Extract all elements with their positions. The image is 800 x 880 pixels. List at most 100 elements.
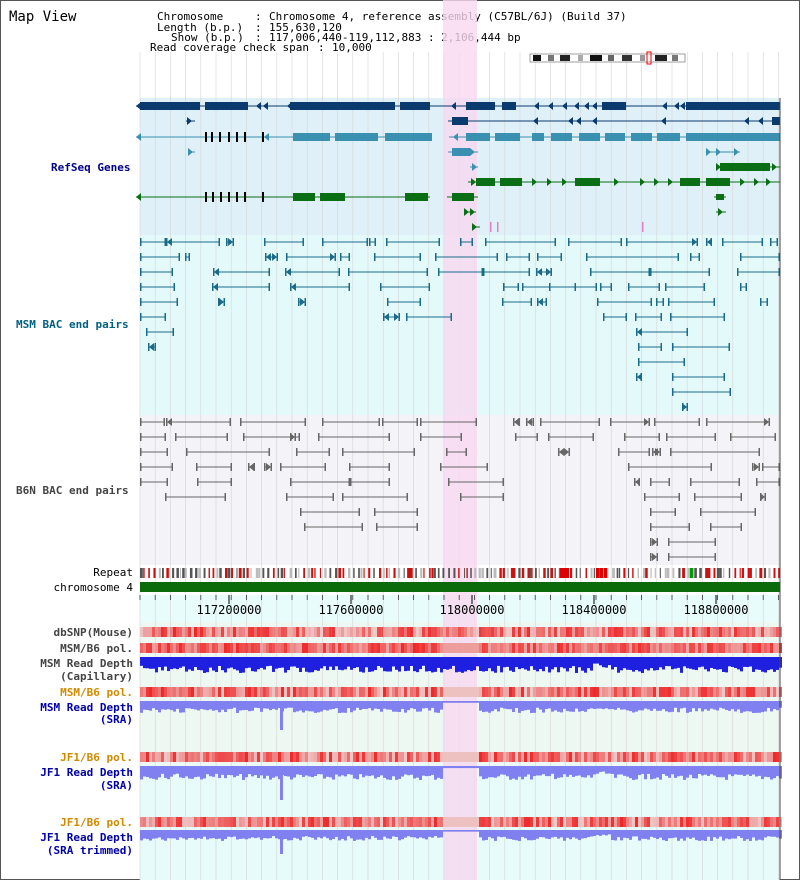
bac-end[interactable] [678, 493, 681, 501]
exon[interactable] [772, 117, 780, 125]
bac-end[interactable] [420, 418, 422, 426]
bac-end[interactable] [778, 268, 781, 276]
bac-end[interactable] [140, 478, 142, 486]
track-label-msm-b6-pol-2[interactable]: MSM/B6 pol. [60, 686, 133, 699]
bac-end[interactable] [163, 418, 166, 426]
track-label-jf1-depth-trim[interactable]: JF1 Read Depth [40, 831, 133, 844]
strand-arrow[interactable] [592, 117, 597, 125]
track-label-repeat[interactable]: Repeat [93, 566, 133, 579]
bac-end[interactable] [435, 253, 437, 261]
exon[interactable] [236, 132, 238, 142]
bac-end[interactable] [668, 298, 670, 306]
bac-end[interactable] [517, 283, 520, 291]
bac-end-arrow[interactable] [384, 313, 389, 321]
bac-end[interactable] [140, 313, 142, 321]
bac-end[interactable] [752, 463, 754, 471]
bac-end-arrow[interactable] [564, 448, 569, 456]
bac-end[interactable] [154, 343, 157, 351]
strand-arrow[interactable] [662, 102, 667, 110]
bac-end[interactable] [166, 418, 168, 426]
bac-end[interactable] [166, 238, 168, 246]
bac-end[interactable] [286, 493, 288, 501]
bac-end[interactable] [224, 493, 227, 501]
bac-end[interactable] [398, 313, 401, 321]
bac-end-arrow[interactable] [682, 403, 687, 411]
bac-end[interactable] [652, 448, 654, 456]
bac-end[interactable] [610, 283, 613, 291]
bac-end[interactable] [223, 298, 226, 306]
bac-end[interactable] [738, 478, 741, 486]
bac-end[interactable] [776, 238, 779, 246]
bac-end[interactable] [628, 463, 630, 471]
bac-end[interactable] [672, 343, 674, 351]
strand-arrow[interactable] [744, 117, 749, 125]
strand-arrow[interactable] [470, 208, 475, 216]
bac-end[interactable] [522, 283, 524, 291]
bac-end[interactable] [774, 433, 777, 441]
exon[interactable] [502, 102, 516, 110]
exon[interactable] [476, 178, 495, 186]
exon[interactable] [220, 192, 222, 202]
bac-end[interactable] [338, 268, 341, 276]
bac-end[interactable] [388, 463, 391, 471]
bac-end[interactable] [648, 448, 651, 456]
bac-end[interactable] [383, 313, 385, 321]
exon[interactable] [293, 133, 330, 141]
exon[interactable] [680, 178, 700, 186]
exon[interactable] [228, 132, 230, 142]
bac-end[interactable] [686, 403, 689, 411]
bac-end[interactable] [502, 478, 505, 486]
bac-end[interactable] [618, 448, 620, 456]
bac-end[interactable] [568, 238, 570, 246]
bac-end[interactable] [526, 418, 528, 426]
bac-end[interactable] [185, 253, 187, 261]
bac-end-arrow[interactable] [527, 418, 532, 426]
bac-end[interactable] [548, 433, 550, 441]
bac-end[interactable] [388, 433, 391, 441]
exon[interactable] [495, 133, 520, 141]
bac-end-arrow[interactable] [167, 418, 172, 426]
bac-end[interactable] [426, 268, 429, 276]
strand-arrow[interactable] [136, 133, 141, 141]
bac-end[interactable] [358, 508, 361, 516]
exon[interactable] [716, 194, 724, 200]
strand-arrow[interactable] [766, 178, 771, 186]
exon[interactable] [452, 117, 468, 125]
exon[interactable] [605, 133, 625, 141]
strand-arrow[interactable] [451, 102, 456, 110]
strand-arrow[interactable] [263, 102, 268, 110]
track-label-jf1-depth-trim-sub[interactable]: (SRA trimmed) [46, 844, 133, 857]
bac-end[interactable] [650, 553, 652, 561]
bac-end[interactable] [446, 448, 448, 456]
strand-arrow[interactable] [562, 178, 567, 186]
bac-end[interactable] [723, 313, 726, 321]
exon[interactable] [211, 132, 213, 142]
bac-end[interactable] [778, 463, 781, 471]
bac-end[interactable] [296, 448, 298, 456]
bac-end[interactable] [229, 418, 232, 426]
exon[interactable] [500, 178, 522, 186]
strand-arrow[interactable] [674, 102, 679, 110]
bac-end[interactable] [175, 433, 177, 441]
track-label-jf1-depth-sra[interactable]: JF1 Read Depth [40, 766, 133, 779]
bac-end[interactable] [226, 433, 229, 441]
bac-end[interactable] [668, 538, 670, 546]
bac-end[interactable] [694, 493, 696, 501]
bac-end[interactable] [265, 253, 267, 261]
bac-end[interactable] [322, 238, 324, 246]
bac-end[interactable] [650, 508, 652, 516]
bac-end[interactable] [164, 313, 167, 321]
bac-end[interactable] [196, 463, 198, 471]
bac-end[interactable] [140, 253, 142, 261]
track-label-chromosome[interactable]: chromosome 4 [53, 581, 133, 594]
bac-end[interactable] [644, 493, 646, 501]
bac-end[interactable] [513, 418, 515, 426]
bac-end[interactable] [387, 298, 389, 306]
bac-end[interactable] [756, 478, 758, 486]
exon[interactable] [219, 132, 221, 142]
exon[interactable] [400, 102, 430, 110]
bac-end[interactable] [148, 343, 150, 351]
bac-end[interactable] [696, 238, 699, 246]
bac-end[interactable] [586, 253, 588, 261]
bac-end[interactable] [502, 298, 504, 306]
